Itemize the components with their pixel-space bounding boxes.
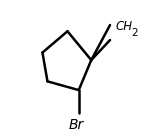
Text: CH: CH bbox=[115, 20, 132, 33]
Text: 2: 2 bbox=[131, 28, 138, 38]
Text: Br: Br bbox=[69, 118, 84, 132]
